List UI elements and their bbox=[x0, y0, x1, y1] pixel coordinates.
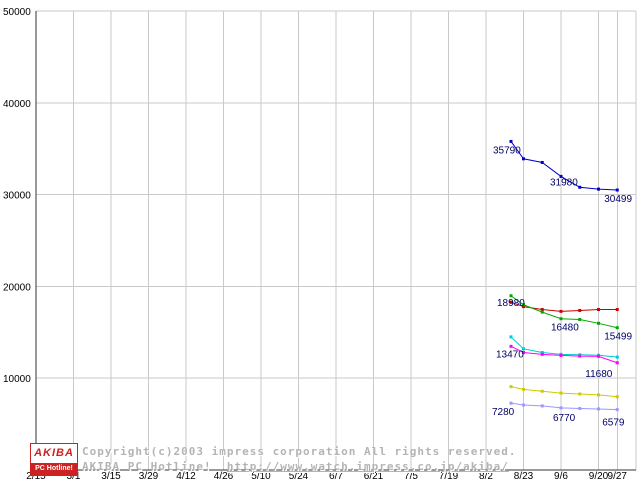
x-tick-label: 8/2 bbox=[479, 471, 493, 480]
line-yellow-marker bbox=[578, 392, 582, 396]
site-name-text: AKIBA PC Hotline! bbox=[82, 460, 212, 473]
line-red-marker bbox=[522, 305, 525, 309]
line-magenta-marker bbox=[509, 344, 513, 348]
site-url-text: http://www.watch.impress.co.jp/akiba/ bbox=[226, 460, 509, 473]
line-cyan bbox=[510, 336, 618, 358]
price-value-label: 31980 bbox=[550, 177, 578, 188]
x-tick-label: 9/27 bbox=[608, 471, 628, 480]
line-yellow-marker bbox=[509, 385, 513, 389]
x-tick-label: 5/10 bbox=[251, 471, 271, 480]
site-line: AKIBA PC Hotline! http://www.watch.impre… bbox=[82, 459, 517, 474]
y-tick-label: 10000 bbox=[3, 374, 31, 385]
akiba-pc-hotline-logo: AKIBA PC Hotline! bbox=[30, 443, 78, 476]
x-tick-label: 3/15 bbox=[101, 471, 121, 480]
line-magenta-marker bbox=[578, 354, 582, 358]
line-green-marker bbox=[540, 310, 544, 314]
x-tick-label: 6/21 bbox=[364, 471, 384, 480]
x-tick-label: 5/24 bbox=[289, 471, 309, 480]
line-cyan-marker bbox=[509, 335, 513, 339]
line-cyan-marker bbox=[522, 347, 525, 351]
x-tick-label: 9/20 bbox=[589, 471, 609, 480]
price-value-label: 7280 bbox=[492, 407, 515, 418]
line-magenta-marker bbox=[522, 350, 525, 354]
line-magenta-marker bbox=[615, 361, 619, 365]
line-blue-marker bbox=[578, 185, 582, 189]
y-tick-label: 30000 bbox=[3, 191, 31, 202]
line-red-marker bbox=[559, 309, 563, 313]
line-red-marker bbox=[597, 308, 600, 312]
copyright-text: Copyright(c)2003 impress corporation All… bbox=[82, 445, 517, 458]
line-red bbox=[510, 301, 618, 312]
price-value-label: 6770 bbox=[553, 413, 576, 424]
line-blue-marker bbox=[522, 157, 525, 161]
line-green-marker bbox=[522, 303, 525, 307]
line-cyan-marker bbox=[615, 355, 619, 359]
logo-akiba-text: AKIBA bbox=[34, 447, 74, 459]
line-magenta-marker bbox=[597, 354, 600, 358]
price-value-label: 16480 bbox=[551, 323, 579, 334]
line-red-marker bbox=[578, 308, 582, 312]
x-tick-label: 4/26 bbox=[214, 471, 234, 480]
line-red-marker bbox=[509, 300, 513, 304]
line-blue-marker bbox=[615, 188, 619, 192]
line-yellow-marker bbox=[540, 389, 544, 393]
price-value-label: 11680 bbox=[585, 369, 613, 380]
line-green-marker bbox=[509, 294, 513, 298]
x-tick-label: 7/19 bbox=[439, 471, 459, 480]
line-green-marker bbox=[597, 321, 600, 325]
x-tick-label: 8/23 bbox=[514, 471, 534, 480]
line-green-marker bbox=[559, 317, 563, 321]
y-tick-label: 40000 bbox=[3, 99, 31, 110]
line-paleblue-marker bbox=[509, 401, 513, 405]
x-tick-label: 6/7 bbox=[329, 471, 343, 480]
line-yellow-marker bbox=[522, 387, 525, 391]
price-value-label: 15499 bbox=[604, 332, 632, 343]
line-magenta-marker bbox=[540, 352, 544, 356]
line-blue-marker bbox=[509, 139, 513, 143]
y-tick-label: 20000 bbox=[3, 282, 31, 293]
line-paleblue-marker bbox=[597, 407, 600, 411]
line-blue-marker bbox=[540, 160, 544, 164]
price-value-label: 18980 bbox=[497, 298, 525, 309]
x-tick-label: 3/29 bbox=[139, 471, 159, 480]
line-blue-marker bbox=[559, 174, 563, 178]
line-paleblue-marker bbox=[615, 408, 619, 412]
line-paleblue-marker bbox=[559, 406, 563, 410]
line-red-marker bbox=[615, 308, 619, 312]
line-green-marker bbox=[578, 317, 582, 321]
price-value-label: 35790 bbox=[493, 145, 521, 156]
line-yellow-marker bbox=[559, 391, 563, 395]
line-magenta-marker bbox=[559, 353, 563, 357]
line-yellow-marker bbox=[597, 393, 600, 397]
price-value-label: 30499 bbox=[604, 194, 632, 205]
watermark-text-block: Copyright(c)2003 impress corporation All… bbox=[82, 443, 517, 474]
x-tick-label: 7/5 bbox=[404, 471, 418, 480]
watermark: AKIBA PC Hotline! Copyright(c)2003 impre… bbox=[30, 443, 517, 476]
line-paleblue bbox=[510, 402, 618, 411]
x-tick-label: 4/12 bbox=[176, 471, 196, 480]
line-paleblue-marker bbox=[540, 404, 544, 408]
line-cyan-marker bbox=[540, 350, 544, 354]
logo-pchotline-text: PC Hotline! bbox=[31, 463, 77, 475]
line-paleblue-marker bbox=[522, 403, 525, 407]
line-blue-marker bbox=[597, 187, 600, 191]
line-yellow bbox=[510, 386, 618, 398]
price-value-label: 6579 bbox=[602, 418, 625, 429]
line-paleblue-marker bbox=[578, 406, 582, 410]
line-yellow-marker bbox=[615, 395, 619, 399]
x-tick-label: 9/6 bbox=[554, 471, 568, 480]
price-value-label: 13470 bbox=[496, 349, 524, 360]
line-green-marker bbox=[615, 326, 619, 330]
y-tick-label: 50000 bbox=[3, 7, 31, 18]
line-red-marker bbox=[540, 308, 544, 312]
